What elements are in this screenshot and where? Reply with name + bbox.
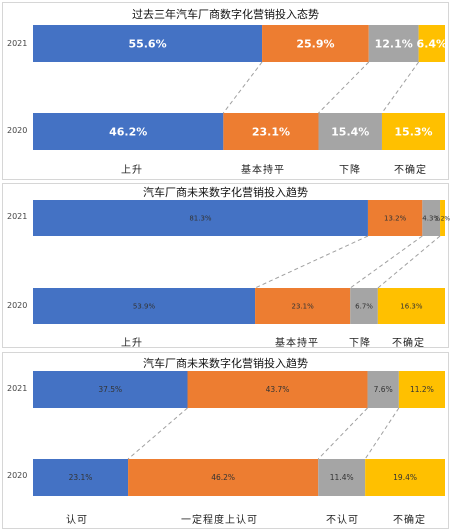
bar-segment-2020-3 xyxy=(318,459,366,496)
connector-line-2 xyxy=(318,61,370,114)
bar-segment-2021-4 xyxy=(398,371,445,408)
year-label-2020: 2020 xyxy=(7,126,28,135)
data-label-2020-1: 53.9% xyxy=(133,303,156,311)
bar-segment-2021-2 xyxy=(187,371,368,408)
chart-plot-1: 55.6% 25.9% 12.1% 6.4% 46.2% 23.1% 15.4% 15.3% xyxy=(33,25,448,150)
bar-segment-2020-4 xyxy=(377,288,445,324)
bar-segment-2021-4 xyxy=(418,25,445,62)
legend-label-2: 一定程度上认可 xyxy=(181,515,258,526)
data-label-2020-1: 46.2% xyxy=(109,125,147,138)
connector-line-1 xyxy=(222,61,263,114)
bar-segment-2021-3 xyxy=(368,25,419,62)
bar-segment-2020-1 xyxy=(33,288,256,324)
legend-label-4: 不确定 xyxy=(393,515,426,526)
data-label-2021-3: 4.3% xyxy=(422,215,440,223)
bar-segment-2021-2 xyxy=(367,200,423,236)
data-label-2020-4: 19.4% xyxy=(393,473,417,482)
year-label-2021: 2021 xyxy=(7,212,28,221)
chart-panel-1: 过去三年汽车厂商数字化营销投入态势 55.6% 25.9% 12.1% 6.4% 46.… xyxy=(2,2,449,180)
data-label-2021-3: 12.1% xyxy=(375,37,413,50)
data-label-2020-2: 46.2% xyxy=(211,473,235,482)
legend-label-3: 下降 xyxy=(339,165,361,176)
chart-plot-3: 37.5% 43.7% 7.6% 11.2% 23.1% 46.2% 11.4% 19.4% xyxy=(33,371,445,496)
legend-label-1: 上升 xyxy=(121,338,143,349)
data-label-2020-2: 23.1% xyxy=(292,303,315,311)
legend-label-1: 认可 xyxy=(66,515,88,526)
chart-title: 汽车厂商未来数字化营销投入趋势 xyxy=(143,357,308,370)
data-label-2021-2: 25.9% xyxy=(296,37,334,50)
bar-segment-2020-4 xyxy=(381,113,445,150)
legend-label-3: 不认可 xyxy=(326,515,359,526)
data-label-2020-3: 6.7% xyxy=(355,303,373,311)
data-label-2021-4: 11.2% xyxy=(410,385,434,394)
year-label-2020: 2020 xyxy=(7,301,28,310)
data-label-2020-4: 15.3% xyxy=(394,125,432,138)
bar-segment-2020-2 xyxy=(255,288,351,324)
bar-segment-2021-3 xyxy=(367,371,399,408)
chart-title: 汽车厂商未来数字化营销投入趋势 xyxy=(143,186,308,199)
bar-segment-2020-1 xyxy=(33,459,129,496)
year-label-2021: 2021 xyxy=(7,384,28,393)
legend-label-2: 基本持平 xyxy=(241,165,285,176)
data-label-2020-3: 11.4% xyxy=(330,473,354,482)
connector-line-3 xyxy=(381,61,420,114)
legend-label-4: 不确定 xyxy=(394,165,427,176)
legend-label-3: 下降 xyxy=(349,338,371,349)
chart-panel-3: 汽车厂商未来数字化营销投入趋势 37.5% 43.7% 7.6% 11.2% 23.1%… xyxy=(2,352,449,529)
bar-segment-2021-4 xyxy=(440,200,445,236)
data-label-2020-1: 23.1% xyxy=(69,473,93,482)
bar-segment-2021-1 xyxy=(33,25,263,62)
data-label-2021-1: 37.5% xyxy=(98,385,122,394)
bar-segment-2020-2 xyxy=(128,459,319,496)
chart-plot-2: 81.3% 13.2% 4.3%1.2% 53.9% 23.1% 6.7% 16.3% xyxy=(33,200,450,324)
bar-segment-2021-3 xyxy=(422,200,441,236)
connector-line-3 xyxy=(377,235,441,289)
data-label-2021-2: 13.2% xyxy=(384,215,407,223)
data-label-2021-4: 1.2% xyxy=(435,216,450,223)
connector-line-3 xyxy=(364,407,400,460)
data-label-2021-4: 6.4% xyxy=(417,37,448,50)
bar-segment-2020-4 xyxy=(365,459,445,496)
bar-segment-2021-2 xyxy=(262,25,369,62)
bar-segment-2020-3 xyxy=(350,288,378,324)
connector-line-2 xyxy=(317,407,368,460)
bar-segment-2020-3 xyxy=(318,113,382,150)
bar-segment-2021-1 xyxy=(33,200,368,236)
data-label-2021-1: 55.6% xyxy=(128,37,166,50)
bar-segment-2021-1 xyxy=(33,371,188,408)
year-label-2020: 2020 xyxy=(7,471,28,480)
year-label-2021: 2021 xyxy=(7,39,28,48)
chart-panel-2: 汽车厂商未来数字化营销投入趋势 81.3% 13.2% 4.3% 1.2% 53.9% 2… xyxy=(2,183,450,349)
connector-line-1 xyxy=(127,407,188,460)
legend-label-2: 基本持平 xyxy=(275,338,319,349)
data-label-2021-1: 81.3% xyxy=(189,215,212,223)
connector-line-1 xyxy=(254,235,369,289)
data-label-2021-3: 7.6% xyxy=(374,385,393,394)
legend-label-4: 不确定 xyxy=(392,338,425,349)
data-label-2020-3: 15.4% xyxy=(331,125,369,138)
data-label-2020-2: 23.1% xyxy=(252,125,290,138)
bar-segment-2020-1 xyxy=(33,113,224,150)
data-label-2020-4: 16.3% xyxy=(400,303,423,311)
chart-title: 过去三年汽车厂商数字化营销投入态势 xyxy=(132,8,319,21)
legend-label-1: 上升 xyxy=(121,165,143,176)
data-label-2021-2: 43.7% xyxy=(266,385,290,394)
bar-segment-2020-2 xyxy=(223,113,319,150)
connector-line-2 xyxy=(349,235,423,289)
